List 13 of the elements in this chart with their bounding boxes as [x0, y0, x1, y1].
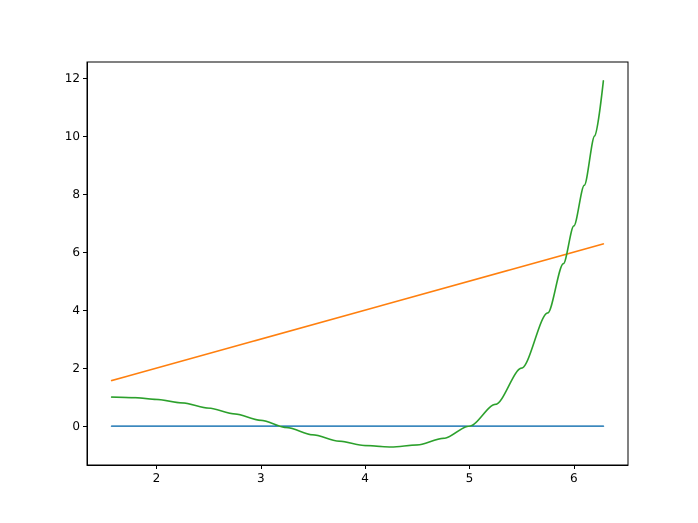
line-series [110, 80, 604, 448]
y-tick-label: 12 [64, 70, 80, 85]
x-tick-label: 2 [152, 471, 160, 485]
y-tick-label: 0 [72, 419, 80, 434]
x-tick-label: 5 [466, 471, 474, 485]
y-tick-label: 4 [72, 303, 80, 318]
x-tick-label: 6 [570, 471, 578, 485]
y-tick-label: 6 [72, 245, 80, 260]
x-tick-label: 3 [256, 471, 265, 485]
y-tick-label: 8 [72, 187, 80, 202]
y-tick-label: 10 [64, 128, 80, 143]
x-tick-label: 4 [361, 471, 369, 485]
y-tick-label: 2 [72, 361, 80, 376]
